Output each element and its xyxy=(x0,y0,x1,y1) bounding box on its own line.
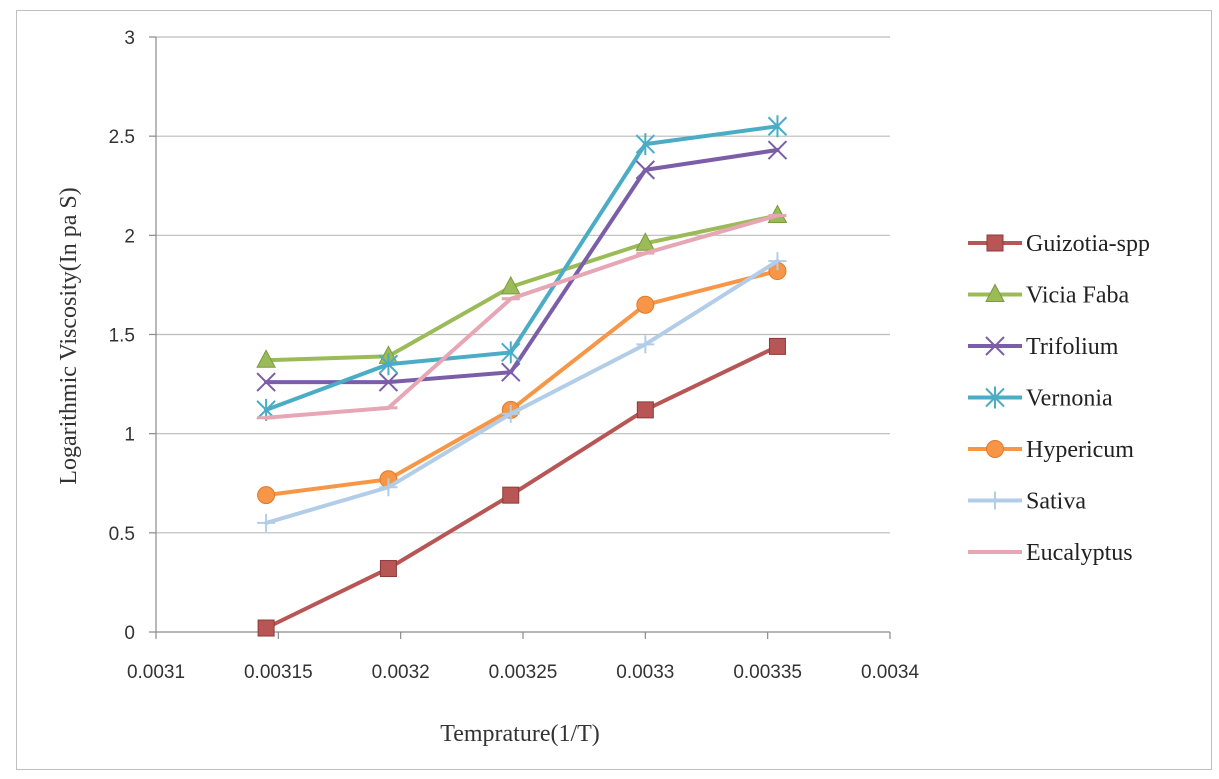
series-vernonia xyxy=(256,115,788,421)
y-tick-label: 2.5 xyxy=(109,127,135,148)
x-tick-label: 0.00325 xyxy=(489,662,558,683)
axes xyxy=(149,36,891,639)
legend-label: Eucalyptus xyxy=(1026,540,1133,566)
trifolium-point xyxy=(635,160,656,180)
y-tick-label: 0.5 xyxy=(109,524,135,545)
x-tick-labels: 0.0031 0.00315 0.0032 0.00325 0.0033 0.00335 0… xyxy=(127,662,920,683)
sativa-point xyxy=(501,404,520,423)
legend-label: Trifolium xyxy=(1026,334,1119,360)
legend-swatch-marker xyxy=(986,234,1004,252)
legend-label: Hypericum xyxy=(1026,437,1134,463)
guizotia-spp-point xyxy=(768,337,786,355)
x-tick-label: 0.0034 xyxy=(861,662,920,683)
legend-item-trifolium: Trifolium xyxy=(968,334,1119,360)
legend-item-eucalyptus: Eucalyptus xyxy=(968,540,1133,566)
vicia-faba-point xyxy=(500,275,521,295)
sativa-point xyxy=(636,335,655,354)
y-tick-label: 1.5 xyxy=(109,326,135,347)
vernonia-point xyxy=(767,115,788,138)
legend-item-sativa: Sativa xyxy=(968,489,1086,515)
vernonia-point xyxy=(378,353,399,376)
gridlines xyxy=(156,36,890,534)
y-tick-labels: 0 0.5 1 1.5 2 2.5 3 xyxy=(109,28,135,644)
series-trifolium xyxy=(256,140,788,392)
legend-item-guizotia-spp: Guizotia-spp xyxy=(968,231,1150,257)
series-eucalyptus xyxy=(257,213,787,420)
series-vicia-faba xyxy=(256,204,788,368)
series-lines xyxy=(256,115,788,637)
trifolium-point xyxy=(378,372,399,392)
y-tick-label: 1 xyxy=(124,425,135,446)
y-axis-title: Logarithmic Viscosity(In pa S) xyxy=(56,187,82,484)
x-tick-label: 0.0031 xyxy=(127,662,185,683)
hypericum-point xyxy=(257,486,276,505)
x-tick-label: 0.00335 xyxy=(733,662,802,683)
sativa-point xyxy=(257,513,276,532)
legend-swatch-marker xyxy=(986,440,1004,458)
trifolium-point xyxy=(501,362,521,382)
legend-item-hypericum: Hypericum xyxy=(968,437,1134,463)
x-axis-title: Temprature(1/T) xyxy=(440,721,600,747)
y-tick-label: 3 xyxy=(124,28,135,49)
trifolium-line xyxy=(264,148,780,385)
guizotia-spp-point xyxy=(502,486,520,504)
series-guizotia-spp xyxy=(257,337,786,637)
legend-swatch-marker xyxy=(985,283,1005,302)
hypericum-point xyxy=(636,295,655,314)
legend-swatch-marker xyxy=(985,386,1005,409)
y-tick-label: 0 xyxy=(124,623,135,644)
x-tick-label: 0.0032 xyxy=(372,662,430,683)
legend-label: Sativa xyxy=(1026,489,1086,515)
legend-label: Vicia Faba xyxy=(1026,283,1130,309)
vicia-faba-point xyxy=(256,349,276,368)
vernonia-line xyxy=(264,124,780,412)
vernonia-point xyxy=(501,341,521,364)
vicia-faba-point xyxy=(635,232,656,251)
vernonia-point xyxy=(635,133,656,156)
trifolium-point xyxy=(767,140,788,160)
trifolium-point xyxy=(256,372,276,392)
legend-swatch-marker xyxy=(986,491,1004,510)
eucalyptus-line xyxy=(264,213,780,420)
legend-item-vernonia: Vernonia xyxy=(968,386,1113,412)
legend-item-vicia-faba: Vicia Faba xyxy=(968,283,1130,309)
legend: Guizotia-spp Vicia Faba Trifolium Vernonia H… xyxy=(968,231,1150,566)
legend-swatch-marker xyxy=(985,336,1005,356)
y-tick-label: 2 xyxy=(124,226,135,247)
legend-label: Vernonia xyxy=(1026,386,1113,412)
sativa-point xyxy=(768,252,787,271)
x-tick-label: 0.00315 xyxy=(244,662,313,683)
guizotia-spp-point xyxy=(379,560,397,578)
guizotia-spp-point xyxy=(636,401,654,419)
x-tick-label: 0.0033 xyxy=(616,662,674,683)
guizotia-spp-point xyxy=(257,619,275,637)
sativa-point xyxy=(379,478,398,497)
legend-label: Guizotia-spp xyxy=(1026,231,1150,257)
series-sativa xyxy=(257,252,787,532)
